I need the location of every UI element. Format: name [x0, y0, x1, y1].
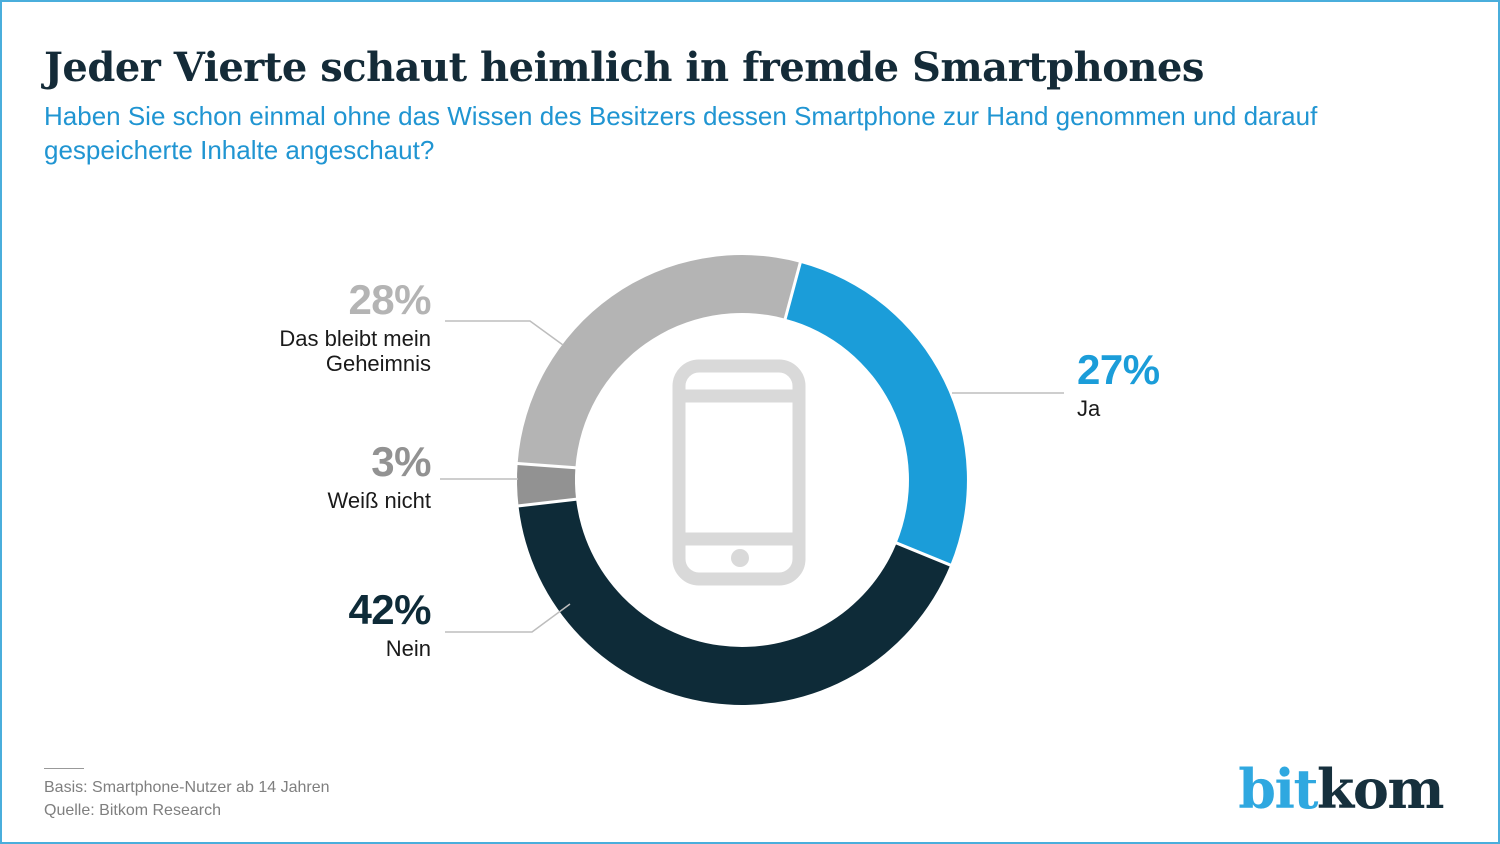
home-button-dot — [731, 549, 749, 567]
label-nein: Nein — [385, 636, 431, 661]
footer-source: Quelle: Bitkom Research — [44, 802, 221, 819]
smartphone-icon — [672, 359, 806, 586]
bitkom-logo-kom: kom — [1316, 757, 1445, 821]
leader-line-nein — [445, 603, 571, 633]
label-ja: Ja — [1077, 396, 1101, 421]
pct-geheimnis: 28% — [348, 276, 431, 323]
segment-divider — [516, 497, 579, 508]
footer-divider — [44, 768, 84, 769]
donut-segment-nein — [518, 499, 951, 705]
chart-question: Haben Sie schon einmal ohne das Wissen d… — [44, 99, 1317, 167]
donut-chart — [515, 255, 967, 705]
pct-nein: 42% — [348, 586, 431, 633]
page-title: Jeder Vierte schaut heimlich in fremde S… — [44, 44, 1204, 91]
callout-weiss-nicht: 3% Weiß nicht — [327, 438, 431, 514]
donut-segment-das-bleibt-mein-geheimnis — [517, 255, 801, 468]
label-weiss-nicht: Weiß nicht — [327, 488, 431, 513]
label-geheimnis: Das bleibt mein Geheimnis — [279, 326, 431, 376]
callout-geheimnis: 28% Das bleibt mein Geheimnis — [271, 276, 431, 377]
leader-lines — [440, 320, 1064, 633]
donut-segment-ja — [785, 262, 967, 565]
segment-divider — [783, 260, 803, 321]
callout-ja: 27% Ja — [1077, 346, 1160, 422]
donut-segment-wei-nicht — [516, 463, 577, 506]
leader-line-geheimnis — [445, 320, 564, 346]
footer-basis: Basis: Smartphone-Nutzer ab 14 Jahren — [44, 779, 330, 796]
chart-question-line1: Haben Sie schon einmal ohne das Wissen d… — [44, 101, 1318, 131]
segment-divider — [894, 540, 953, 568]
segment-divider — [515, 461, 578, 470]
bitkom-logo: bitkom — [1238, 762, 1444, 816]
callout-nein: 42% Nein — [348, 586, 431, 662]
pct-ja: 27% — [1077, 346, 1160, 393]
chart-question-line2: gespeicherte Inhalte angeschaut? — [44, 135, 435, 165]
bitkom-logo-bit: bit — [1238, 757, 1318, 821]
pct-weiss-nicht: 3% — [371, 438, 431, 485]
